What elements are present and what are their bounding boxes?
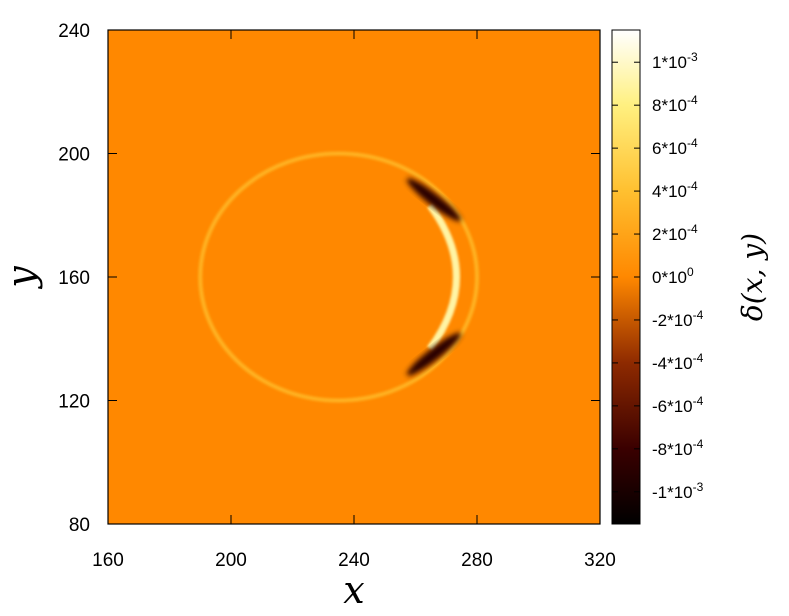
y-tick-label: 200 (58, 145, 90, 166)
y-tick-label: 160 (58, 268, 90, 289)
y-axis-title: y (0, 266, 43, 290)
colorbar-tick-label: 0*100 (652, 265, 694, 287)
colorbar-tick-label: -1*10-3 (652, 480, 704, 502)
y-tick-label: 120 (58, 392, 90, 413)
y-axis: 80 120 160 200 240 (58, 21, 600, 536)
x-axis-title: x (343, 568, 364, 612)
heatmap-field (108, 30, 600, 524)
trailing-lobe (406, 332, 461, 376)
y-tick-label: 80 (69, 515, 90, 536)
x-tick-label: 280 (461, 550, 493, 571)
x-tick-label: 160 (92, 550, 124, 571)
ring-front (198, 151, 479, 403)
colorbar-tick-label: -6*10-4 (652, 394, 704, 416)
colorbar-tick-label: -2*10-4 (652, 308, 704, 330)
x-tick-label: 200 (215, 550, 247, 571)
colorbar-tick-label: 1*10-3 (652, 50, 698, 72)
trailing-lobe (406, 178, 461, 222)
x-tick-label: 320 (584, 550, 616, 571)
colorbar-tick-label: -4*10-4 (652, 351, 704, 373)
leading-tip (427, 203, 460, 351)
colorbar-tick-label: 8*10-4 (652, 93, 698, 115)
colorbar-tick-label: -8*10-4 (652, 437, 704, 459)
colorbar-axis: 1*10-3 8*10-4 6*10-4 4*10-4 2*10-4 0*100 -2*10… (612, 50, 704, 502)
heatmap-features (198, 151, 479, 403)
colorbar-title: δ(x, y) (736, 233, 769, 321)
x-axis: 160 200 240 280 320 (92, 30, 616, 571)
y-tick-label: 240 (58, 21, 90, 42)
colorbar-tick-label: 4*10-4 (652, 179, 698, 201)
colorbar-tick-label: 2*10-4 (652, 222, 698, 244)
x-tick-label: 240 (338, 550, 370, 571)
colorbar-tick-label: 6*10-4 (652, 136, 698, 158)
